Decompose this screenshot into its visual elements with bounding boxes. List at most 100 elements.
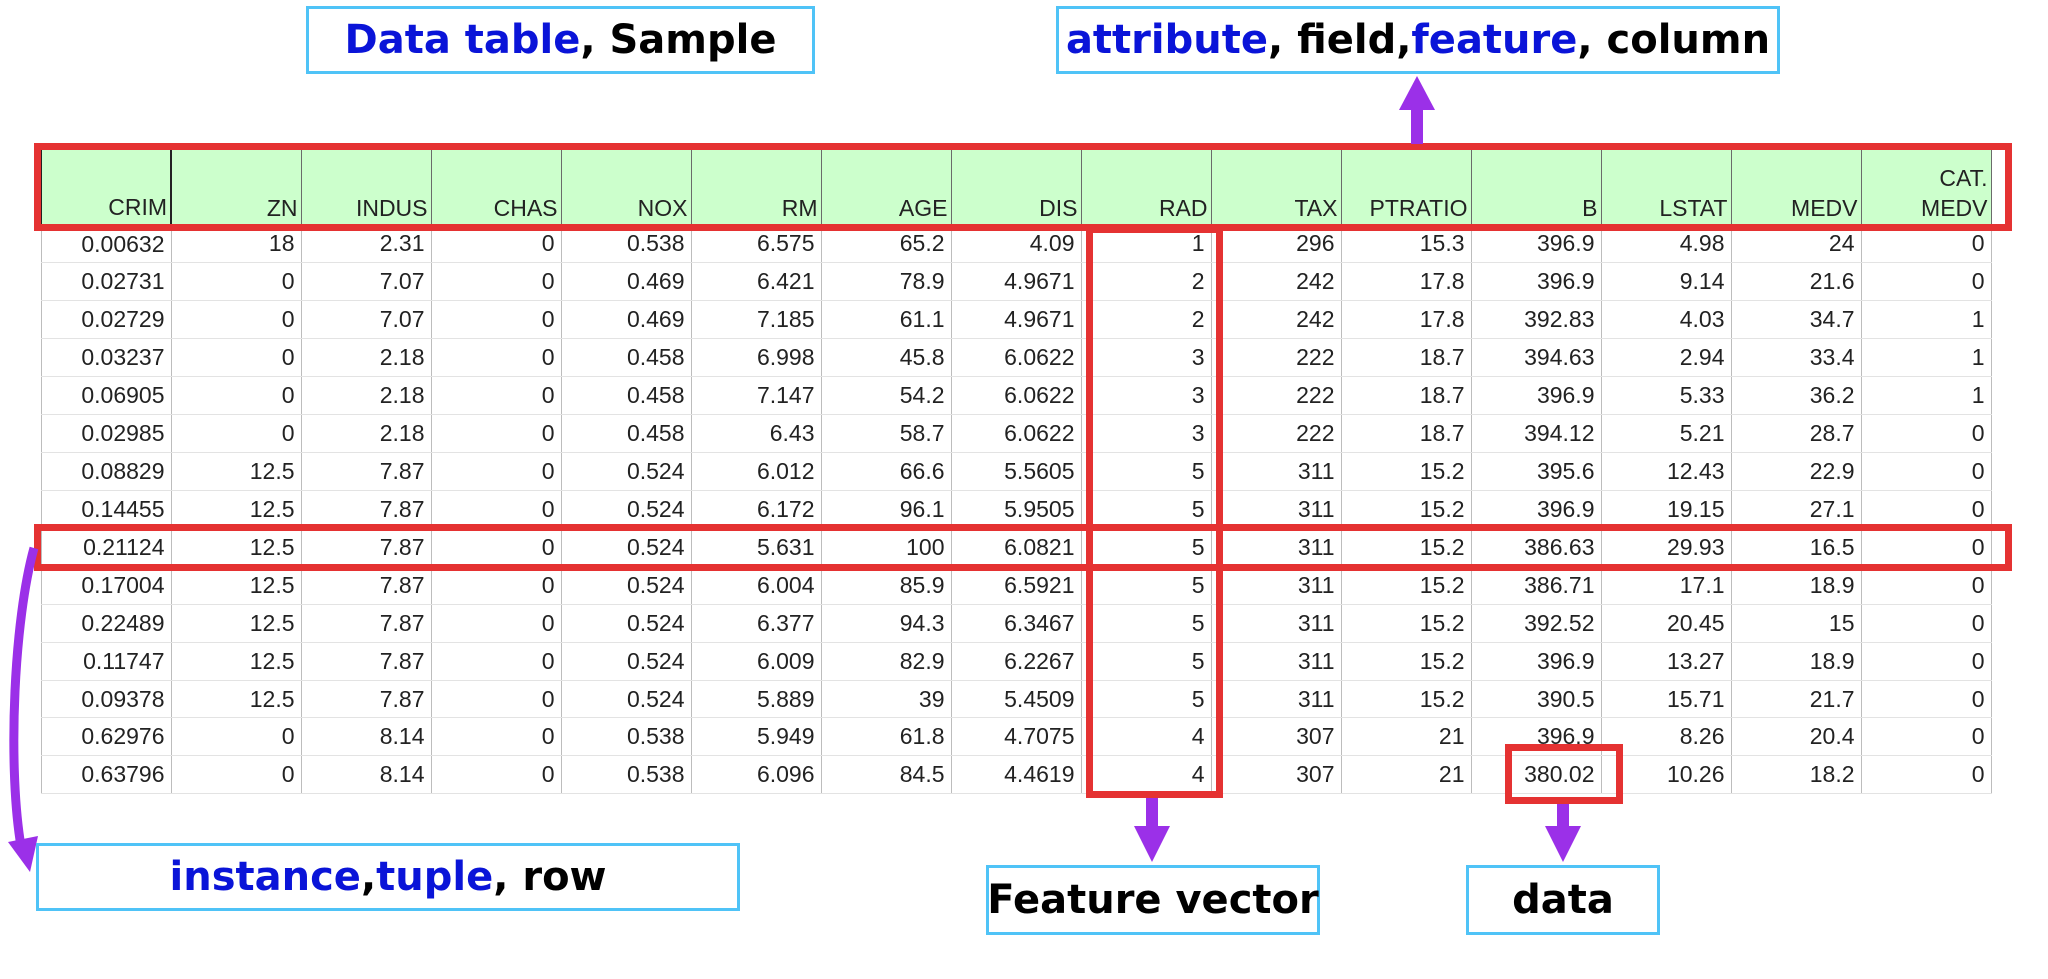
table-cell: 6.009 [691, 642, 822, 681]
table-row: 0.02729 0 7.07 0 0.469 7.185 61.1 4.9671 2 242 17.… [40, 300, 1992, 340]
table-cell: 0 [1861, 717, 1992, 757]
instance-label: instance, tuple, row [36, 843, 740, 911]
data-table: CRIM ZN INDUS CHAS NOX RM AGE DIS RAD TAX PTRATIO B… [40, 148, 1992, 795]
table-cell: 2 [1081, 300, 1212, 340]
table-cell: 94.3 [821, 604, 952, 643]
table-cell: 396.9 [1471, 376, 1602, 416]
arrow-data-shaft [1557, 804, 1569, 828]
table-cell: 0 [1861, 680, 1992, 719]
table-cell: 394.12 [1471, 414, 1602, 454]
table-cell: 17.8 [1341, 300, 1472, 340]
table-cell: 7.147 [691, 376, 822, 416]
table-cell: 5.9505 [951, 490, 1082, 529]
table-cell: 18.9 [1731, 566, 1862, 605]
table-cell: 307 [1211, 717, 1342, 757]
table-cell: 29.93 [1601, 528, 1732, 567]
table-row: 0.11747 12.5 7.87 0 0.524 6.009 82.9 6.2267 5 311… [40, 642, 1992, 681]
table-cell: 6.012 [691, 452, 822, 491]
table-cell: 4.4619 [951, 755, 1082, 795]
table-cell: 6.0622 [951, 376, 1082, 416]
table-cell: 0.469 [561, 300, 692, 340]
table-cell: 0 [431, 300, 562, 340]
table-cell: 18.2 [1731, 755, 1862, 795]
table-cell: 396.9 [1471, 262, 1602, 302]
instance-label-rest: , row [493, 854, 607, 900]
table-cell: 78.9 [821, 262, 952, 302]
table-cell: 39 [821, 680, 952, 719]
table-cell: 6.377 [691, 604, 822, 643]
table-cell: 0 [1861, 225, 1992, 264]
column-header: CHAS [431, 149, 562, 226]
table-cell: 0 [171, 300, 302, 340]
table-cell: 0 [431, 414, 562, 454]
table-cell: 16.5 [1731, 528, 1862, 567]
table-cell: 222 [1211, 338, 1342, 378]
table-cell: 17.1 [1601, 566, 1732, 605]
table-cell: 395.6 [1471, 452, 1602, 491]
table-cell: 7.185 [691, 300, 822, 340]
table-cell: 242 [1211, 262, 1342, 302]
table-cell: 0.524 [561, 528, 692, 567]
column-header: ZN [171, 149, 302, 226]
table-cell: 61.8 [821, 717, 952, 757]
data-table-label: Data table, Sample [306, 6, 815, 74]
table-cell: 61.1 [821, 300, 952, 340]
table-cell: 390.5 [1471, 680, 1602, 719]
table-cell: 0 [431, 225, 562, 264]
table-cell: 12.5 [171, 680, 302, 719]
table-cell: 24 [1731, 225, 1862, 264]
table-cell: 7.87 [301, 566, 432, 605]
table-cell: 0.02731 [40, 262, 172, 302]
table-cell: 311 [1211, 680, 1342, 719]
table-cell: 5 [1081, 642, 1212, 681]
table-cell: 0 [171, 414, 302, 454]
table-cell: 15.2 [1341, 528, 1472, 567]
data-table-keyword: Data table [344, 17, 581, 63]
table-cell: 66.6 [821, 452, 952, 491]
table-cell: 5 [1081, 680, 1212, 719]
table-cell: 386.71 [1471, 566, 1602, 605]
instance-keyword: instance [169, 854, 361, 900]
table-cell: 0 [431, 755, 562, 795]
table-cell: 7.87 [301, 642, 432, 681]
table-cell: 0.538 [561, 755, 692, 795]
table-cell: 5 [1081, 452, 1212, 491]
table-cell: 0.09378 [40, 680, 172, 719]
table-cell: 0.458 [561, 414, 692, 454]
column-header: LSTAT [1601, 149, 1732, 226]
table-cell: 28.7 [1731, 414, 1862, 454]
column-header: NOX [561, 149, 692, 226]
arrow-up-shaft [1411, 100, 1423, 144]
table-cell: 12.5 [171, 452, 302, 491]
table-cell: 0.538 [561, 225, 692, 264]
table-cell: 0.62976 [40, 717, 172, 757]
table-row: 0.09378 12.5 7.87 0 0.524 5.889 39 5.4509 5 311 15… [40, 680, 1992, 719]
table-cell: 2.31 [301, 225, 432, 264]
table-cell: 0.02729 [40, 300, 172, 340]
table-cell: 84.5 [821, 755, 952, 795]
table-cell: 0.524 [561, 680, 692, 719]
table-cell: 6.2267 [951, 642, 1082, 681]
table-cell: 392.83 [1471, 300, 1602, 340]
table-cell: 2.18 [301, 338, 432, 378]
table-cell: 5.5605 [951, 452, 1082, 491]
table-cell: 12.5 [171, 490, 302, 529]
feature-vector-text: Feature vector [987, 877, 1319, 923]
table-row: 0.06905 0 2.18 0 0.458 7.147 54.2 6.0622 3 222 18.… [40, 376, 1992, 416]
table-cell: 5 [1081, 528, 1212, 567]
table-cell: 15.2 [1341, 452, 1472, 491]
column-header: CAT. MEDV [1861, 149, 1992, 226]
table-cell: 296 [1211, 225, 1342, 264]
table-cell: 0 [1861, 414, 1992, 454]
table-cell: 0.03237 [40, 338, 172, 378]
attribute-keyword: attribute [1065, 17, 1268, 63]
table-cell: 0 [431, 262, 562, 302]
table-cell: 7.87 [301, 604, 432, 643]
table-cell: 5.949 [691, 717, 822, 757]
table-cell: 15.2 [1341, 642, 1472, 681]
table-cell: 0.458 [561, 338, 692, 378]
table-cell: 5 [1081, 604, 1212, 643]
table-cell: 6.5921 [951, 566, 1082, 605]
table-cell: 0 [431, 338, 562, 378]
table-cell: 6.3467 [951, 604, 1082, 643]
